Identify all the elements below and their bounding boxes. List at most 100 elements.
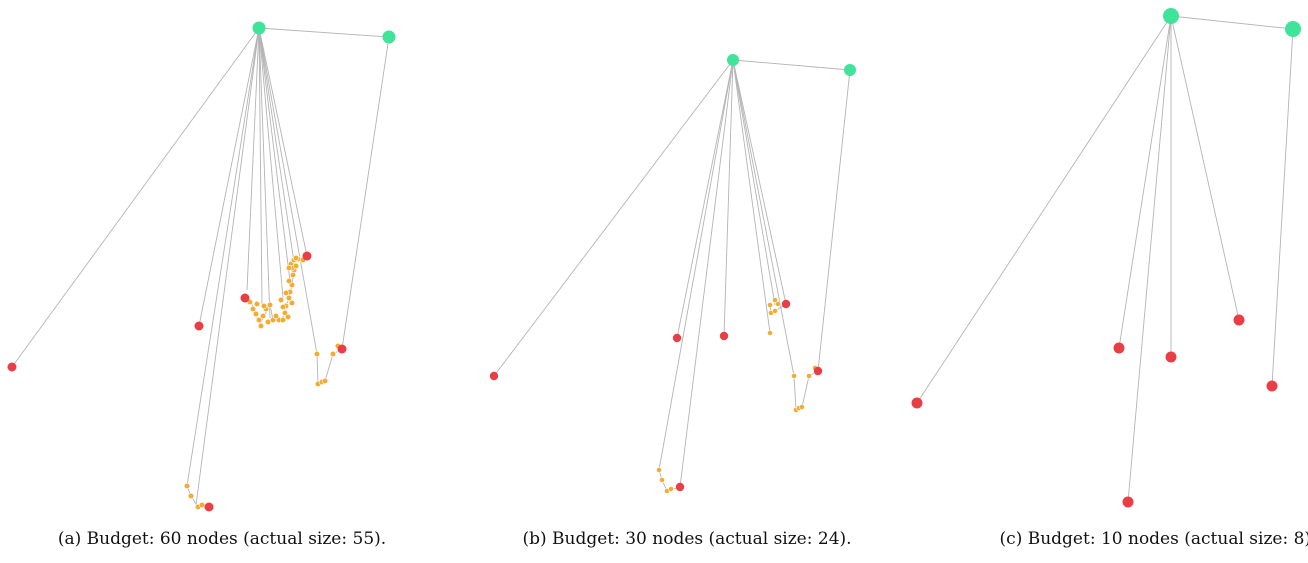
leaf-node (240, 293, 250, 303)
leaf-node (194, 321, 204, 331)
panel-b-caption: (b) Budget: 30 nodes (actual size: 24). (522, 529, 852, 549)
intermediate-node (260, 302, 268, 310)
intermediate-node (279, 316, 287, 324)
tree-edge (916, 15, 1172, 404)
root-node (844, 64, 856, 76)
intermediate-node (772, 308, 778, 314)
intermediate-node (284, 313, 292, 321)
tree-edge (676, 59, 734, 339)
leaf-node (489, 371, 499, 381)
intermediate-node (277, 296, 285, 304)
tree-edge (1271, 28, 1294, 387)
intermediate-node (292, 262, 300, 270)
tree-edge (195, 27, 260, 506)
root-node (727, 54, 739, 66)
intermediate-node (279, 303, 287, 311)
intermediate-node (259, 312, 267, 320)
tree-edge (258, 27, 318, 355)
leaf-node (911, 397, 923, 409)
tree-edge (258, 27, 284, 299)
tree-edge (732, 59, 787, 305)
tree-edge (341, 36, 390, 350)
leaf-node (1165, 351, 1177, 363)
leaf-node (7, 362, 17, 372)
panel-c-graph (911, 8, 1301, 508)
tree-edge (258, 27, 390, 38)
intermediate-node (659, 477, 665, 483)
tree-edge (732, 59, 771, 334)
tree-edge (493, 59, 734, 377)
root-node (1285, 21, 1301, 37)
intermediate-node (285, 294, 293, 302)
intermediate-node (255, 316, 263, 324)
tree-edge (258, 27, 295, 263)
intermediate-node (285, 264, 293, 272)
root-node (252, 21, 266, 35)
intermediate-node (806, 373, 812, 379)
root-node (1163, 8, 1179, 24)
tree-edge (1170, 15, 1240, 321)
tree-edge (679, 59, 734, 488)
intermediate-node (252, 310, 260, 318)
tree-edge (732, 59, 851, 71)
intermediate-node (791, 373, 797, 379)
intermediate-node (289, 271, 297, 279)
intermediate-node (264, 318, 272, 326)
intermediate-node (198, 501, 206, 509)
tree-edge (316, 348, 343, 385)
panel-a-graph (7, 21, 396, 512)
tree-edge (246, 27, 260, 291)
tree-edge (732, 59, 795, 377)
tree-edge (732, 59, 776, 306)
intermediate-node (285, 277, 293, 285)
intermediate-node (767, 330, 773, 336)
intermediate-node (772, 297, 778, 303)
intermediate-node (272, 312, 280, 320)
intermediate-node (767, 302, 773, 308)
tree-edge (1170, 15, 1294, 30)
tree-edge (186, 27, 260, 487)
intermediate-node (656, 467, 662, 473)
leaf-node (672, 333, 682, 343)
intermediate-node (292, 254, 300, 262)
leaf-node (1266, 380, 1278, 392)
tree-edge (817, 69, 851, 372)
leaf-node (1233, 314, 1245, 326)
panel-a-caption: (a) Budget: 60 nodes (actual size: 55). (57, 529, 387, 549)
tree-edge (658, 59, 734, 471)
intermediate-node (799, 404, 805, 410)
leaf-node (1122, 496, 1134, 508)
tree-edge (723, 59, 734, 337)
leaf-node (719, 331, 729, 341)
intermediate-node (329, 350, 337, 358)
tree-edge (258, 27, 263, 305)
intermediate-node (282, 289, 290, 297)
intermediate-node (288, 299, 296, 307)
intermediate-node (266, 301, 274, 309)
tree-edge (198, 27, 260, 327)
panel-c-caption: (c) Budget: 10 nodes (actual size: 8). (999, 529, 1308, 549)
intermediate-node (183, 482, 191, 490)
leaf-node (813, 366, 823, 376)
leaf-node (302, 251, 312, 261)
tree-edge (11, 27, 260, 368)
root-node (382, 30, 396, 44)
intermediate-node (313, 350, 321, 358)
intermediate-node (253, 300, 261, 308)
tree-edge (258, 27, 291, 282)
panel-b-graph (489, 54, 856, 494)
tree-edge (1118, 15, 1172, 349)
leaf-node (675, 482, 685, 492)
leaf-node (204, 502, 214, 512)
intermediate-node (668, 486, 674, 492)
tree-edge (793, 370, 819, 411)
tree-edge (258, 27, 308, 257)
intermediate-node (249, 305, 257, 313)
intermediate-node (321, 377, 329, 385)
tree-edge (1127, 15, 1172, 503)
intermediate-node (187, 492, 195, 500)
intermediate-node (775, 301, 781, 307)
tree-edge (258, 27, 271, 319)
intermediate-node (257, 322, 265, 330)
